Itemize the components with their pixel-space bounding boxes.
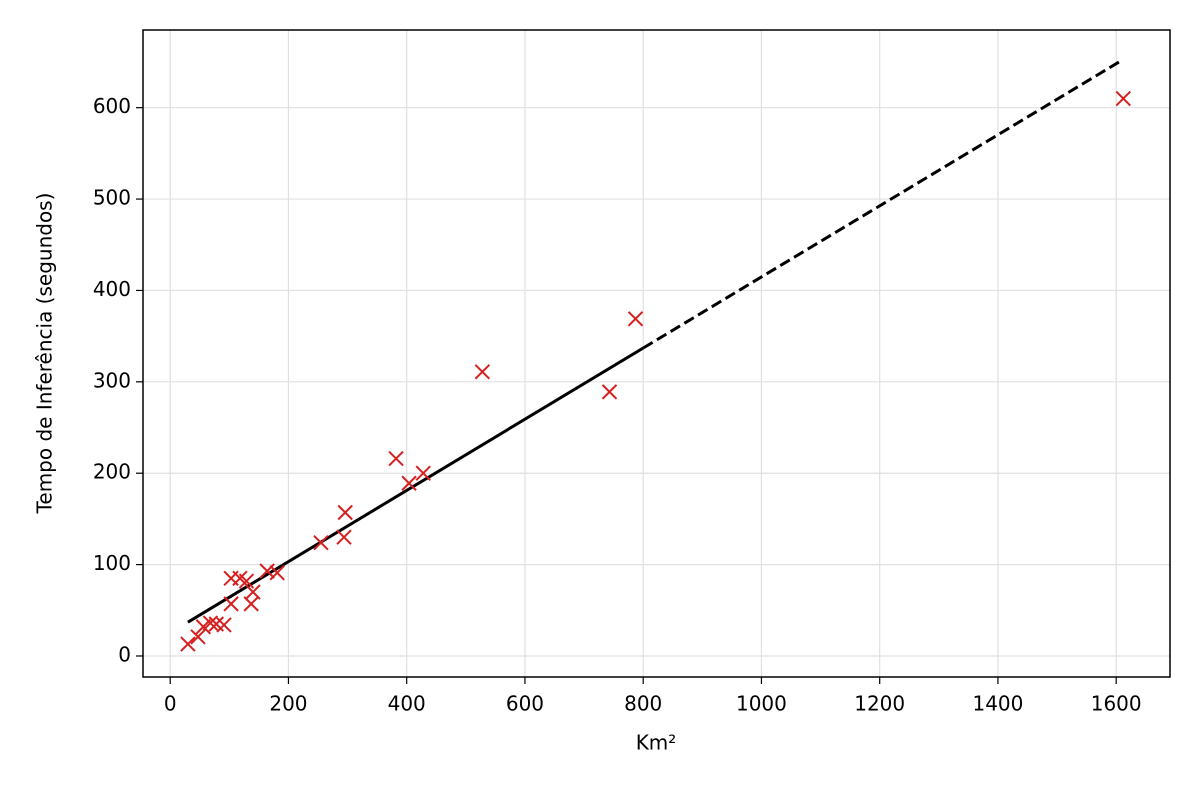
scatter-point [238,573,255,589]
x-tick-label: 1200 [854,692,905,716]
scatter-point [202,615,219,631]
scatter-point [195,619,212,635]
x-tick-label: 200 [269,692,307,716]
x-tick-label: 400 [388,692,426,716]
x-tick-label: 600 [506,692,544,716]
scatter-point [601,384,618,400]
x-tick-label: 0 [164,692,177,716]
x-tick-label: 1000 [736,692,787,716]
scatter-point [245,584,261,600]
fit-line [642,58,1123,350]
y-tick-label: 200 [93,460,131,484]
scatter-point [401,475,417,491]
y-tick-label: 0 [118,642,131,666]
scatter-point [388,450,404,467]
scatter-point [336,529,352,545]
x-tick-label: 1600 [1091,692,1142,716]
scatter-point [337,504,353,521]
scatter-point [415,465,431,481]
y-tick-label: 600 [93,94,131,118]
x-tick-label: 1400 [972,692,1023,716]
y-axis-label: Tempo de Inferência (segundos) [33,193,57,515]
scatter-point [269,565,285,581]
y-tick-label: 100 [93,551,131,575]
x-axis-label: Km² [636,731,677,755]
y-tick-label: 500 [93,186,131,210]
scatter-point [223,596,239,612]
scatter-point [474,364,491,380]
scatter-point [1115,90,1131,107]
plot-frame [142,29,1171,678]
fit-line [187,346,644,624]
y-tick-label: 400 [93,277,131,301]
scatter-point [627,311,644,327]
scatter-point [190,629,206,645]
x-tick-label: 800 [624,692,662,716]
scatter-point [180,636,196,652]
y-tick-label: 300 [93,368,131,392]
scatter-point [216,617,232,633]
scatter-point [313,534,329,551]
